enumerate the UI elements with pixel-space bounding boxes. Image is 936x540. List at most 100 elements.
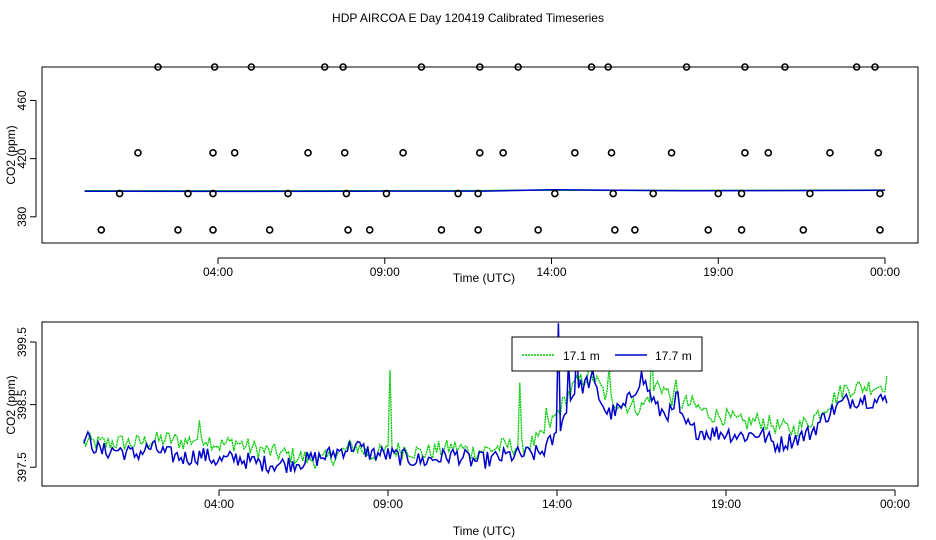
data-point <box>604 63 612 71</box>
data-point <box>682 63 691 71</box>
data-point <box>209 226 217 234</box>
top-x-ticks: 04:00 09:00 14:00 19:00 00:00 <box>203 257 900 279</box>
x-tick-label: 14:00 <box>536 265 566 279</box>
data-point <box>741 63 749 71</box>
series-line-blue <box>83 323 888 475</box>
top-points <box>97 63 884 234</box>
data-point <box>876 226 884 234</box>
chart-title: HDP AIRCOA E Day 120419 Calibrated Times… <box>332 11 604 25</box>
data-point <box>649 189 658 198</box>
data-point <box>115 189 124 198</box>
legend-label-green: 17.1 m <box>563 349 600 363</box>
data-point <box>399 149 407 157</box>
top-x-axis-label: Time (UTC) <box>453 271 515 285</box>
bottom-x-ticks: 04:00 09:00 14:00 19:00 00:00 <box>204 489 910 511</box>
x-tick-label: 14:00 <box>542 497 572 511</box>
series-line-green <box>83 348 888 471</box>
data-point <box>339 63 347 71</box>
data-point <box>781 63 789 71</box>
data-point <box>587 63 596 71</box>
x-tick-label: 09:00 <box>373 497 403 511</box>
bottom-panel: Time (UTC) CO2 (ppm) 04:00 09:00 14:00 19:0… <box>4 321 919 538</box>
top-series <box>84 189 886 193</box>
y-tick-label: 460 <box>15 90 29 110</box>
data-point <box>704 226 713 234</box>
data-point <box>826 149 834 157</box>
data-point <box>609 189 617 198</box>
data-point <box>876 189 884 198</box>
series-line-blue <box>84 189 886 193</box>
x-tick-label: 00:00 <box>870 265 900 279</box>
data-point <box>134 149 142 157</box>
data-point <box>340 149 349 157</box>
y-tick-label: 380 <box>15 206 29 226</box>
data-point <box>551 189 559 198</box>
x-tick-label: 09:00 <box>370 265 400 279</box>
data-point <box>344 226 352 234</box>
legend: 17.1 m 17.7 m <box>511 336 703 372</box>
data-point <box>230 149 239 157</box>
bottom-x-axis-label: Time (UTC) <box>453 524 515 538</box>
data-point <box>874 149 883 157</box>
y-tick-label: 397.5 <box>15 452 29 482</box>
data-point <box>799 226 808 234</box>
bottom-plot-frame <box>41 321 919 487</box>
data-point <box>741 149 749 157</box>
data-point <box>154 63 162 71</box>
data-point <box>265 226 274 234</box>
data-point <box>174 226 182 234</box>
data-point <box>284 189 292 198</box>
bottom-series <box>83 323 888 475</box>
data-point <box>534 226 542 234</box>
data-point <box>737 189 746 198</box>
x-tick-label: 00:00 <box>880 497 910 511</box>
data-point <box>474 226 482 234</box>
bottom-y-axis-label: CO2 (ppm) <box>4 375 18 434</box>
top-panel: Time (UTC) CO2 (ppm) 04:00 09:00 14:00 19:0… <box>4 63 919 285</box>
data-point <box>417 63 426 71</box>
data-point <box>667 149 676 157</box>
data-point <box>611 226 619 234</box>
data-point <box>571 149 579 157</box>
data-point <box>320 63 329 71</box>
data-point <box>514 63 522 71</box>
bottom-y-ticks: 397.5 398.5 399.5 <box>15 327 37 482</box>
data-point <box>499 149 507 157</box>
x-tick-label: 04:00 <box>203 265 233 279</box>
data-point <box>737 226 746 234</box>
data-point <box>871 63 879 71</box>
x-tick-label: 04:00 <box>204 497 234 511</box>
top-plot-frame <box>41 66 919 244</box>
data-point <box>365 226 374 234</box>
data-point <box>304 149 312 157</box>
legend-box <box>511 336 703 372</box>
legend-label-blue: 17.7 m <box>655 349 692 363</box>
data-point <box>454 189 462 198</box>
data-point <box>852 63 861 71</box>
data-point <box>607 149 616 157</box>
y-tick-label: 399.5 <box>15 327 29 357</box>
data-point <box>209 189 217 198</box>
data-point <box>342 189 351 198</box>
data-point <box>184 189 192 198</box>
data-point <box>631 226 639 234</box>
data-point <box>382 189 391 198</box>
x-tick-label: 19:00 <box>703 265 733 279</box>
data-point <box>475 63 484 71</box>
y-tick-label: 398.5 <box>15 389 29 419</box>
data-point <box>806 189 814 198</box>
data-point <box>247 63 256 71</box>
data-point <box>764 149 773 157</box>
data-point <box>475 149 484 157</box>
x-tick-label: 19:00 <box>711 497 741 511</box>
top-y-ticks: 380 420 460 <box>15 90 37 227</box>
data-point <box>437 226 446 234</box>
data-point <box>474 189 482 198</box>
data-point <box>714 189 723 198</box>
top-y-axis-label: CO2 (ppm) <box>4 125 18 184</box>
data-point <box>210 63 219 71</box>
data-point <box>97 226 106 234</box>
data-point <box>209 149 217 157</box>
y-tick-label: 420 <box>15 148 29 168</box>
